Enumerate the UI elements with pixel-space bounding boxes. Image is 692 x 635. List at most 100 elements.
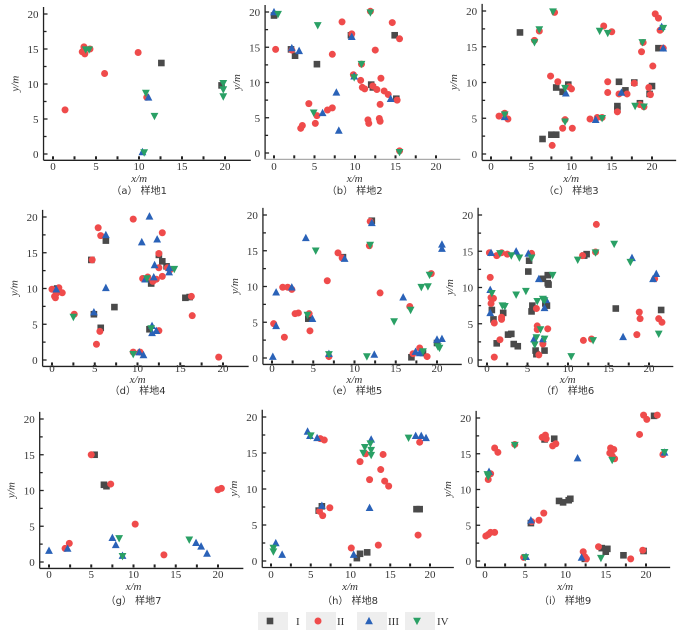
point-series-ii [487,299,495,307]
point-series-ii [498,315,506,323]
y-axis-label: y/m [9,280,21,297]
point-series-ii [357,76,365,84]
x-tick [200,362,203,366]
y-tick-label: 5 [255,113,261,125]
point-series-ii [107,480,115,488]
point-series-i [490,316,497,323]
x-tick-label: 20 [431,161,443,173]
panel-c: 0 5 10 15 20 0 5 10 15 20 x/m y/m （c） 样地3 [448,3,677,197]
x-tick [504,563,507,567]
point-series-iv [597,554,605,563]
y-tick-label: 15 [24,450,36,462]
point-series-ii [365,119,373,127]
x-tick-label: 15 [390,161,402,173]
y-tick-label: 5 [252,520,258,532]
point-series-iii [652,269,661,278]
point-series-ii [347,544,355,552]
point-series-iv [561,118,569,126]
x-axis-label: x/m [556,581,573,593]
point-series-i [313,60,321,68]
point-series-ii [627,555,635,563]
point-series-iv [515,254,524,262]
x-tick [159,156,162,160]
point-series-ii [645,84,653,92]
point-series-iii [365,503,374,512]
point-series-ii [134,49,142,56]
point-series-ii [548,141,556,149]
legend-marker-triangle-up [365,616,373,625]
point-series-i [552,84,560,91]
point-series-ii [311,119,319,127]
point-series-iv [573,256,582,265]
point-series-ii [592,220,600,228]
point-series-iii [438,240,446,248]
x-tick [429,563,431,567]
y-axis-label: y/m [6,482,18,499]
y-tick-label: 10 [460,485,472,497]
x-tick [179,362,182,366]
point-series-iv [540,297,549,305]
point-series-ii [423,353,431,361]
legend-marker-circle [314,617,322,625]
point-series-iii [561,89,570,97]
legend-swatch-bg [405,612,435,630]
x-tick-label: 15 [177,161,189,173]
point-series-iii [619,332,627,341]
point-series-iv [591,249,600,257]
panel-g: 0 5 10 15 20 0 5 10 15 20 x/m y/m （g） 样地7 [6,411,244,607]
x-tick [607,362,610,366]
y-tick-label: 20 [24,414,36,426]
point-series-i [622,87,629,94]
point-series-iv [362,353,371,361]
point-series-ii [649,62,657,70]
x-tick [604,563,607,567]
panel-caption: （h） 样地8 [322,594,378,607]
point-series-iii [111,540,120,549]
point-series-ii [613,108,621,116]
point-series-i [604,545,611,553]
point-series-iv [638,39,647,47]
point-series-ii [604,78,612,86]
x-tick-label: 0 [488,161,494,173]
x-tick-label: 0 [46,569,52,581]
x-tick [394,155,397,159]
point-series-i [544,271,552,279]
point-series-iii [417,431,426,440]
x-tick [645,563,647,567]
panel-f: 0 5 10 15 20 0 5 10 15 20 x/m y/m （f） 样地6 [444,207,674,397]
point-series-ii [158,272,166,280]
point-series-ii [653,411,661,419]
point-series-ii [371,46,379,54]
point-series-i [543,302,551,309]
point-series-iii [367,218,376,227]
point-series-iv [366,440,375,448]
x-tick-label: 10 [134,161,146,173]
y-tick-label: 5 [472,113,478,125]
point-series-iv [610,240,619,249]
point-series-ii [374,541,382,549]
point-series-ii [535,351,543,359]
point-series-iii [540,303,549,312]
x-tick [414,155,417,159]
y-axis-label: y/m [442,481,454,498]
point-series-iii [52,285,61,293]
point-series-iv [404,434,413,442]
point-series-iv [390,318,398,326]
point-series-i [103,482,110,490]
point-series-ii [491,528,499,536]
point-series-iv [487,290,496,298]
point-series-ii [638,48,646,56]
point-series-iv [425,271,434,280]
x-tick [333,155,336,159]
x-tick [136,362,139,366]
point-series-iv [484,473,493,481]
x-tick-label: 5 [308,569,314,581]
x-tick-label: 20 [647,161,659,173]
x-tick [630,156,633,160]
point-series-iii [334,126,343,134]
x-axis-label: x/m [562,173,579,185]
x-tick [624,563,627,567]
x-tick [217,564,219,568]
point-series-iv [510,441,519,450]
point-series-ii [376,289,384,297]
